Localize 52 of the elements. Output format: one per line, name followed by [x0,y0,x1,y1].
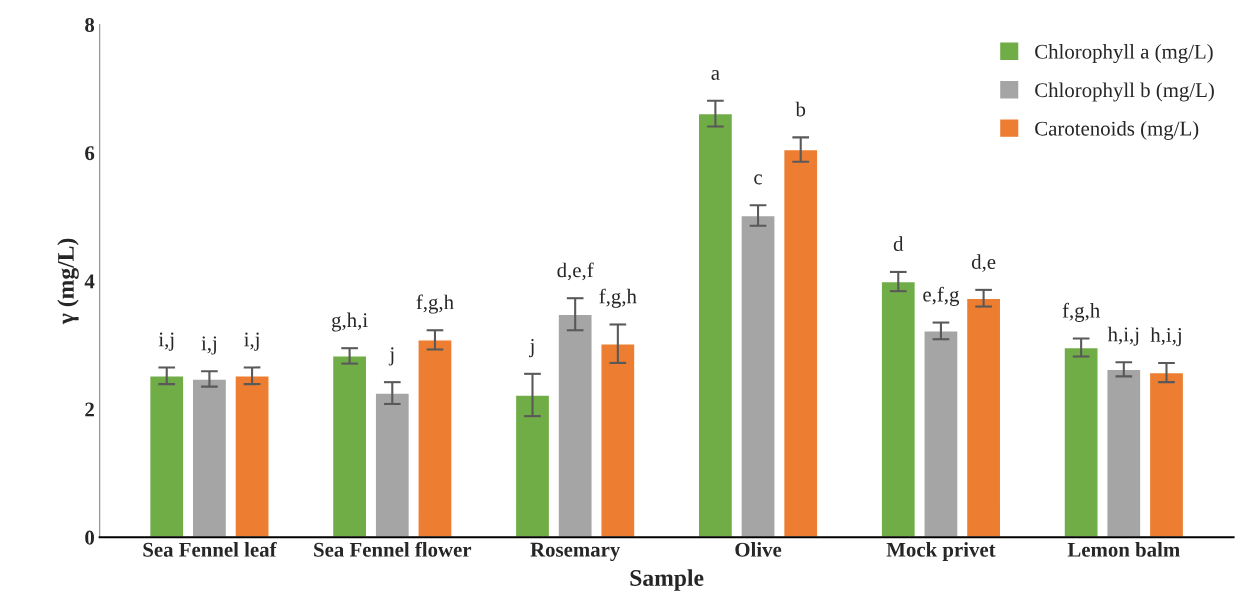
bar [1063,346,1099,538]
bar [1148,371,1185,538]
data-label: c [754,174,763,185]
y-tick-label: 6 [85,146,95,161]
bar [880,280,917,538]
data-label: i,j [158,332,174,351]
y-tick-label: 2 [85,402,94,417]
bar [782,148,819,538]
data-label: j [388,347,394,366]
bar [331,355,368,538]
bar [1106,368,1142,538]
x-tick-label: Mock privet [886,542,996,561]
bar [234,375,270,538]
bar [191,378,228,538]
data-label: h,i,j [1150,327,1181,347]
data-label: a [711,69,720,80]
data-label: d,e [971,254,996,272]
data-label: j [529,338,534,358]
x-tick-label: Olive [735,542,782,557]
data-label: i,j [244,332,259,351]
bar [965,297,1002,538]
bar [923,330,959,538]
x-tick-label: Sea Fennel leaf [143,541,277,557]
legend-label: Chlorophyll b (mg/L) [1035,82,1214,102]
data-label: f,g,h [599,288,637,308]
y-tick-label: 0 [85,530,95,545]
x-tick-label: Rosemary [530,542,621,561]
data-label: b [795,101,806,117]
data-label: d,e,f [557,262,594,281]
y-axis-title: γ (mg/L) [57,238,79,325]
data-label: g,h,i [331,312,368,332]
data-label: i,j [201,336,217,355]
bar [697,112,734,538]
bar [514,394,551,538]
data-label: f,g,h [1062,302,1100,322]
legend-label: Chlorophyll a (mg/L) [1035,44,1213,64]
y-tick-label: 4 [84,274,95,289]
data-label: f,g,h [416,294,454,314]
bar [417,339,453,538]
bar [148,375,185,538]
x-tick-label: Lemon balm [1067,542,1180,557]
bar [600,343,636,538]
bar [557,313,593,538]
data-label: e,f,g [923,286,960,306]
data-label: d [893,236,904,252]
bar [740,214,776,538]
bar [374,392,411,538]
y-tick-label: 8 [85,17,95,32]
legend-label: Carotenoids (mg/L) [1035,120,1199,140]
x-tick-label: Sea Fennel flower [314,541,472,557]
data-label: h,i,j [1107,326,1139,346]
x-axis-title: Sample [630,569,704,591]
